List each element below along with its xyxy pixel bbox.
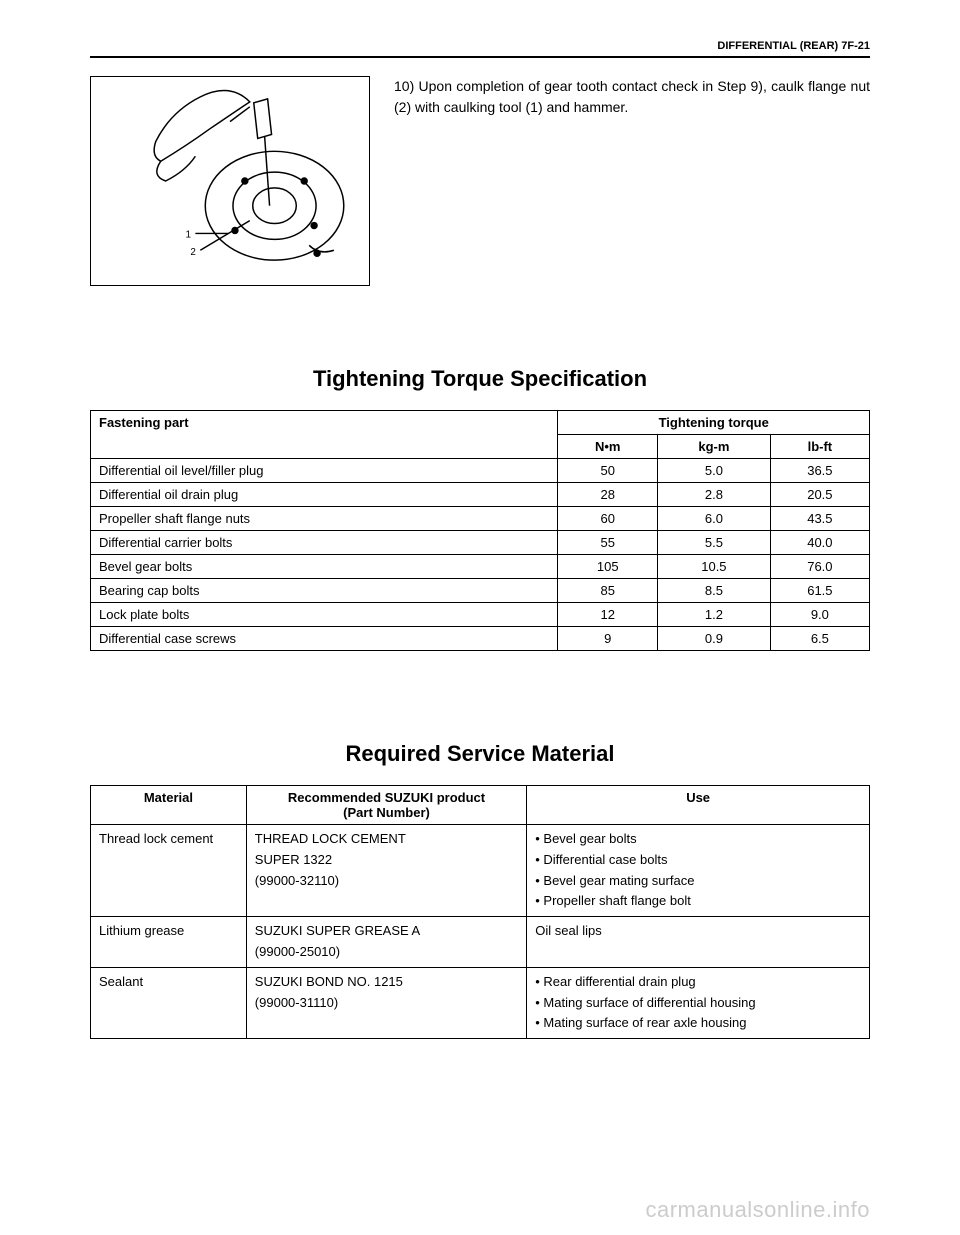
cell-nm: 28 <box>558 483 658 507</box>
table-row: Lithium greaseSUZUKI SUPER GREASE A(9900… <box>91 917 870 968</box>
watermark: carmanualsonline.info <box>645 1197 870 1223</box>
cell-nm: 105 <box>558 555 658 579</box>
cell-kgm: 2.8 <box>658 483 771 507</box>
cell-material: Sealant <box>91 967 247 1038</box>
list-item: Bevel gear bolts <box>535 829 861 850</box>
col-use: Use <box>527 786 870 825</box>
cell-use: Rear differential drain plugMating surfa… <box>527 967 870 1038</box>
cell-kgm: 8.5 <box>658 579 771 603</box>
col-material: Material <box>91 786 247 825</box>
cell-lbft: 76.0 <box>770 555 869 579</box>
torque-title: Tightening Torque Specification <box>90 366 870 392</box>
cell-nm: 9 <box>558 627 658 651</box>
cell-part: Bearing cap bolts <box>91 579 558 603</box>
cell-nm: 55 <box>558 531 658 555</box>
material-title: Required Service Material <box>90 741 870 767</box>
list-item: Propeller shaft flange bolt <box>535 891 861 912</box>
cell-part: Differential oil level/filler plug <box>91 459 558 483</box>
step-number: 10) <box>394 78 414 94</box>
col-nm: N•m <box>558 435 658 459</box>
cell-part: Lock plate bolts <box>91 603 558 627</box>
list-item: Differential case bolts <box>535 850 861 871</box>
cell-lbft: 9.0 <box>770 603 869 627</box>
cell-kgm: 0.9 <box>658 627 771 651</box>
table-row: Bearing cap bolts858.561.5 <box>91 579 870 603</box>
cell-part: Differential carrier bolts <box>91 531 558 555</box>
cell-material: Lithium grease <box>91 917 247 968</box>
cell-part: Differential case screws <box>91 627 558 651</box>
cell-kgm: 10.5 <box>658 555 771 579</box>
table-row: Differential case screws90.96.5 <box>91 627 870 651</box>
use-list: Rear differential drain plugMating surfa… <box>535 972 861 1034</box>
cell-lbft: 20.5 <box>770 483 869 507</box>
cell-nm: 85 <box>558 579 658 603</box>
cell-product: SUZUKI SUPER GREASE A(99000-25010) <box>246 917 526 968</box>
list-item: Mating surface of differential housing <box>535 993 861 1014</box>
table-row: Bevel gear bolts10510.576.0 <box>91 555 870 579</box>
table-row: Thread lock cementTHREAD LOCK CEMENTSUPE… <box>91 825 870 917</box>
cell-kgm: 6.0 <box>658 507 771 531</box>
table-row: SealantSUZUKI BOND NO. 1215(99000-31110)… <box>91 967 870 1038</box>
cell-use: Bevel gear boltsDifferential case boltsB… <box>527 825 870 917</box>
cell-kgm: 5.0 <box>658 459 771 483</box>
use-list: Bevel gear boltsDifferential case boltsB… <box>535 829 861 912</box>
cell-product: THREAD LOCK CEMENTSUPER 1322(99000-32110… <box>246 825 526 917</box>
cell-part: Differential oil drain plug <box>91 483 558 507</box>
cell-kgm: 1.2 <box>658 603 771 627</box>
col-kgm: kg-m <box>658 435 771 459</box>
figure-caulking: 1 2 <box>90 76 370 286</box>
page-header: DIFFERENTIAL (REAR) 7F-21 <box>90 40 870 58</box>
cell-product: SUZUKI BOND NO. 1215(99000-31110) <box>246 967 526 1038</box>
material-table: Material Recommended SUZUKI product (Par… <box>90 785 870 1039</box>
cell-lbft: 61.5 <box>770 579 869 603</box>
table-row: Differential oil drain plug282.820.5 <box>91 483 870 507</box>
cell-kgm: 5.5 <box>658 531 771 555</box>
torque-table: Fastening part Tightening torque N•m kg-… <box>90 410 870 651</box>
cell-use: Oil seal lips <box>527 917 870 968</box>
cell-nm: 60 <box>558 507 658 531</box>
cell-lbft: 40.0 <box>770 531 869 555</box>
table-row: Propeller shaft flange nuts606.043.5 <box>91 507 870 531</box>
table-row: Differential oil level/filler plug505.03… <box>91 459 870 483</box>
col-product: Recommended SUZUKI product (Part Number) <box>246 786 526 825</box>
caulking-illustration: 1 2 <box>101 87 359 275</box>
step-text: 10) Upon completion of gear tooth contac… <box>394 76 870 286</box>
table-row: Differential carrier bolts555.540.0 <box>91 531 870 555</box>
step-body: Upon completion of gear tooth contact ch… <box>394 78 870 115</box>
list-item: Bevel gear mating surface <box>535 871 861 892</box>
cell-material: Thread lock cement <box>91 825 247 917</box>
cell-nm: 50 <box>558 459 658 483</box>
list-item: Rear differential drain plug <box>535 972 861 993</box>
svg-text:1: 1 <box>185 229 191 240</box>
table-row: Lock plate bolts121.29.0 <box>91 603 870 627</box>
col-torque-group: Tightening torque <box>558 411 870 435</box>
list-item: Mating surface of rear axle housing <box>535 1013 861 1034</box>
cell-nm: 12 <box>558 603 658 627</box>
svg-text:2: 2 <box>190 247 196 258</box>
cell-lbft: 43.5 <box>770 507 869 531</box>
cell-part: Bevel gear bolts <box>91 555 558 579</box>
col-part: Fastening part <box>91 411 558 459</box>
col-lbft: lb-ft <box>770 435 869 459</box>
cell-part: Propeller shaft flange nuts <box>91 507 558 531</box>
cell-lbft: 36.5 <box>770 459 869 483</box>
cell-lbft: 6.5 <box>770 627 869 651</box>
